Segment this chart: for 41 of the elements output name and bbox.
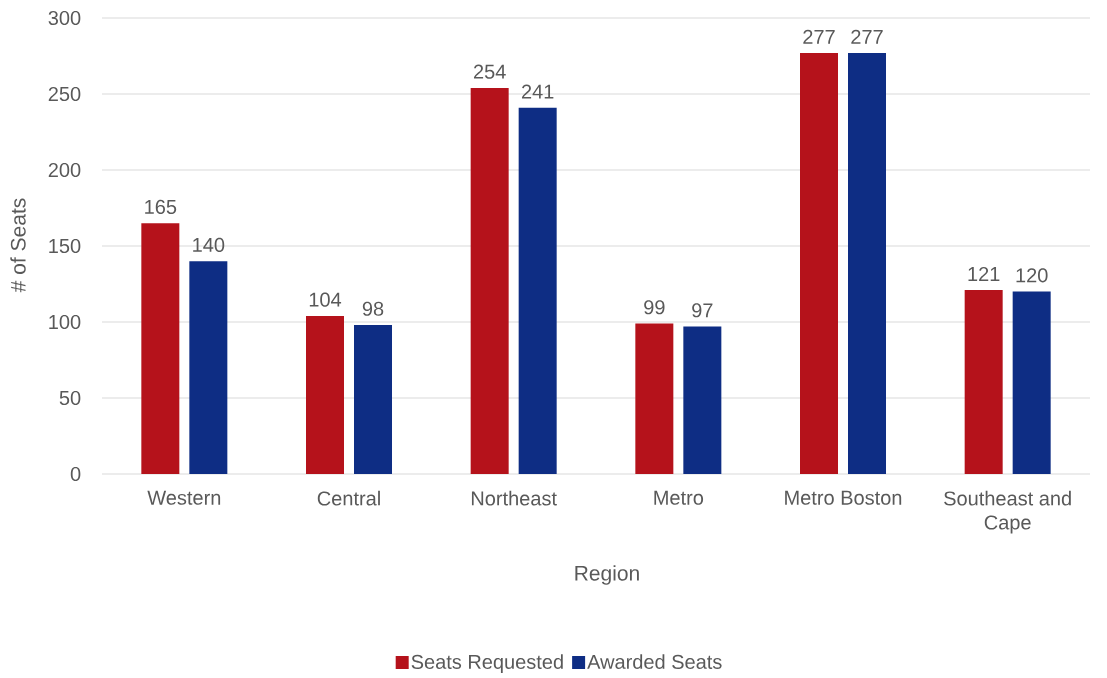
data-label: 165: [145, 199, 177, 215]
y-tick-label: 0: [70, 466, 81, 482]
legend-label: Seats Requested: [411, 654, 563, 673]
data-label: 140: [193, 237, 225, 253]
bar: [189, 261, 228, 474]
x-axis-title: Region: [575, 565, 639, 585]
y-axis-title: # of Seats: [10, 198, 26, 293]
data-label: 121: [968, 266, 1000, 281]
data-label: 277: [803, 29, 835, 44]
x-tick-label: Northeast: [471, 490, 557, 506]
bar: [141, 223, 180, 474]
data-label: 99: [644, 300, 665, 315]
bar: [1012, 291, 1051, 474]
bar: [518, 107, 557, 474]
bar: [306, 315, 344, 474]
x-tick-label: Central: [317, 490, 380, 506]
bar: [470, 87, 509, 474]
bar: [635, 323, 674, 474]
bar: [848, 52, 886, 474]
data-label: 104: [309, 292, 342, 307]
bar: [800, 52, 838, 474]
data-label: 241: [521, 84, 554, 99]
data-label: 98: [362, 301, 384, 316]
y-tick-label: 250: [48, 86, 81, 102]
y-tick-label: 50: [59, 390, 81, 406]
bar: [683, 326, 722, 474]
x-tick-label: Metro Boston: [785, 490, 902, 505]
x-tick-label: Metro: [654, 490, 704, 505]
data-label: 254: [473, 64, 506, 79]
bar: [964, 290, 1003, 474]
legend-label: Awarded Seats: [587, 654, 722, 669]
data-label: 97: [692, 303, 713, 318]
x-tick-label: Southeast and Cape: [944, 490, 1071, 534]
y-tick-label: 150: [49, 238, 81, 254]
bar: [354, 325, 392, 474]
x-tick-label: Western: [147, 490, 221, 505]
y-tick-label: 300: [48, 10, 81, 26]
data-label: 120: [1016, 268, 1048, 283]
y-tick-label: 200: [48, 162, 81, 178]
data-label: 277: [851, 29, 883, 44]
y-tick-label: 100: [49, 314, 81, 330]
